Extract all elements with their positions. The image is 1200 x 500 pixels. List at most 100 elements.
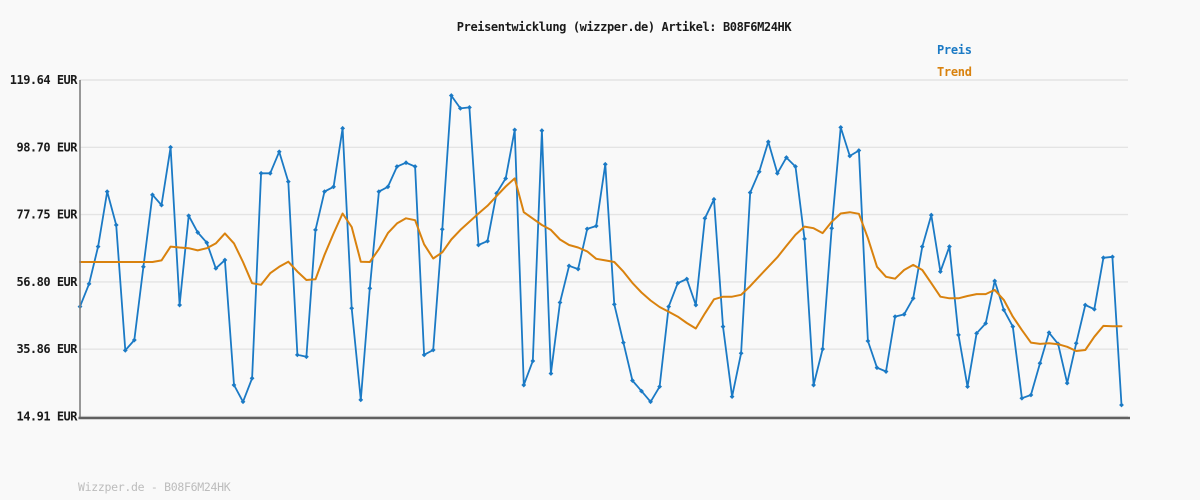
data-point-marker	[793, 164, 798, 169]
data-point-marker	[865, 338, 871, 344]
data-point-marker	[566, 263, 572, 269]
data-point-marker	[974, 330, 979, 336]
data-point-marker	[448, 93, 454, 98]
data-point-marker	[811, 382, 816, 388]
data-point-marker	[530, 358, 536, 364]
data-point-marker	[557, 300, 563, 305]
data-point-marker	[249, 375, 255, 381]
data-point-marker	[1110, 254, 1115, 260]
data-point-marker	[394, 164, 400, 169]
data-point-marker	[1046, 330, 1052, 336]
data-point-marker	[140, 264, 146, 270]
data-point-marker	[1100, 255, 1106, 261]
data-point-marker	[1037, 360, 1043, 366]
data-point-marker	[648, 399, 653, 405]
data-point-marker	[910, 295, 916, 301]
data-point-marker	[711, 196, 717, 202]
data-point-marker	[367, 285, 373, 291]
data-point-marker	[937, 269, 943, 275]
data-point-marker	[1001, 307, 1007, 313]
data-point-marker	[702, 215, 708, 221]
data-point-marker	[784, 155, 789, 160]
data-point-marker	[1073, 340, 1079, 346]
data-point-marker	[177, 302, 183, 308]
data-point-marker	[503, 176, 509, 181]
data-point-marker	[521, 382, 527, 388]
data-point-marker	[430, 347, 436, 353]
y-tick-label: 56.80 EUR	[16, 275, 78, 289]
data-point-marker	[747, 190, 753, 195]
legend-item-preis: Preis	[937, 43, 972, 57]
data-point-marker	[593, 223, 599, 229]
data-point-marker	[1082, 302, 1088, 308]
data-point-marker	[765, 139, 771, 145]
data-point-marker	[340, 125, 346, 131]
data-point-marker	[639, 388, 644, 394]
y-tick-label: 77.75 EUR	[16, 208, 78, 222]
data-point-marker	[657, 384, 663, 390]
data-point-marker	[122, 347, 128, 353]
data-point-marker	[611, 301, 617, 307]
data-point-marker	[847, 153, 853, 159]
data-point-marker	[403, 160, 409, 166]
data-point-marker	[602, 161, 608, 167]
data-point-marker	[947, 244, 952, 249]
data-point-marker	[113, 222, 119, 228]
data-point-marker	[675, 280, 681, 286]
data-point-marker	[774, 170, 780, 176]
data-point-marker	[349, 305, 355, 311]
data-point-marker	[756, 169, 762, 175]
data-point-marker	[829, 225, 835, 231]
data-point-marker	[358, 397, 364, 403]
data-point-marker	[630, 378, 635, 383]
data-point-marker	[928, 212, 934, 218]
data-point-marker	[892, 314, 898, 320]
y-tick-label: 98.70 EUR	[16, 140, 78, 154]
data-point-marker	[150, 192, 155, 198]
data-point-marker	[95, 244, 101, 249]
data-point-marker	[131, 337, 137, 343]
data-point-marker	[421, 352, 427, 358]
data-point-marker	[512, 127, 518, 133]
data-point-marker	[294, 352, 300, 358]
data-point-marker	[693, 302, 699, 308]
legend: Preis Trend	[937, 39, 972, 83]
data-point-marker	[956, 332, 961, 338]
data-point-marker	[901, 311, 907, 317]
data-point-marker	[267, 170, 273, 176]
data-point-marker	[983, 320, 989, 326]
data-point-marker	[1010, 324, 1016, 329]
data-point-marker	[86, 281, 92, 287]
data-point-marker	[467, 105, 472, 110]
data-point-marker	[838, 124, 844, 130]
data-point-marker	[213, 266, 219, 271]
data-point-marker	[304, 354, 309, 360]
data-point-marker	[222, 257, 228, 263]
data-point-marker	[485, 238, 490, 244]
data-point-marker	[313, 227, 318, 233]
data-point-marker	[276, 149, 282, 155]
data-point-marker	[240, 399, 246, 405]
data-point-marker	[1028, 392, 1034, 398]
data-point-marker	[919, 244, 925, 249]
data-point-marker	[738, 350, 744, 356]
data-point-marker	[539, 128, 545, 133]
data-point-marker	[729, 394, 735, 400]
data-point-marker	[385, 184, 391, 190]
data-point-marker	[666, 304, 672, 310]
y-tick-label: 119.64 EUR	[10, 73, 79, 87]
data-point-marker	[457, 106, 463, 111]
data-point-marker	[186, 213, 192, 219]
data-point-marker	[1064, 380, 1070, 386]
data-point-marker	[258, 170, 264, 176]
data-point-marker	[820, 346, 826, 352]
data-point-marker	[331, 184, 336, 190]
data-point-marker	[231, 382, 237, 388]
data-point-marker	[620, 340, 626, 346]
preis-line	[79, 94, 1123, 406]
data-point-marker	[412, 164, 418, 169]
data-point-marker	[720, 324, 726, 329]
data-point-marker	[159, 202, 164, 208]
data-point-marker	[802, 236, 807, 242]
